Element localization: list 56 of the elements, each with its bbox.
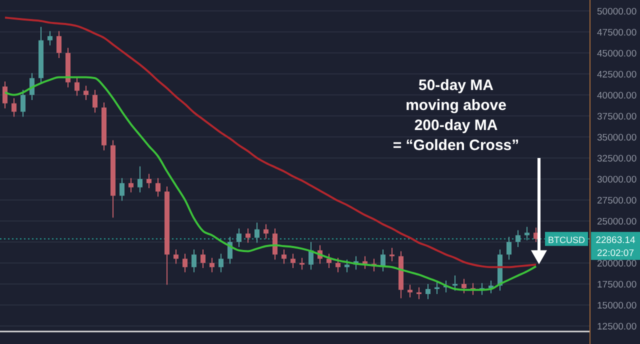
candlestick xyxy=(2,80,8,109)
candlestick xyxy=(48,30,52,46)
candlestick xyxy=(156,178,160,198)
text: 22863.14 22:02:07 xyxy=(596,234,636,259)
candlestick xyxy=(210,257,214,273)
candlestick xyxy=(524,226,530,241)
candlestick xyxy=(254,222,260,244)
candlestick xyxy=(84,85,88,100)
y-tick-label: 15000.00 xyxy=(597,300,637,312)
y-tick-label: 47500.00 xyxy=(597,27,637,38)
candlestick xyxy=(264,224,268,240)
candlestick xyxy=(20,89,26,118)
candlestick xyxy=(12,98,16,118)
candlestick xyxy=(128,178,134,193)
candlestick xyxy=(200,249,206,268)
candlestick xyxy=(488,280,494,294)
y-tick-label: 20000.00 xyxy=(597,258,637,270)
y-tick-label: 12500.00 xyxy=(597,321,637,332)
candlestick xyxy=(146,173,152,189)
candlestick xyxy=(344,259,350,273)
y-tick-label: 30000.00 xyxy=(597,174,637,186)
candlestick xyxy=(192,249,196,273)
y-tick-label: 40000.00 xyxy=(597,90,637,102)
candlestick xyxy=(138,166,142,193)
line-series xyxy=(4,76,537,291)
candlestick xyxy=(462,278,466,294)
candlestick xyxy=(380,249,386,272)
candlestick xyxy=(74,76,80,96)
candlestick xyxy=(408,284,412,298)
candlestick xyxy=(92,89,98,114)
candlestick xyxy=(336,257,340,273)
candlestick xyxy=(506,236,512,260)
candlestick xyxy=(290,253,296,268)
y-tick-label: 17500.00 xyxy=(597,279,637,290)
y-tick-label: 25000.00 xyxy=(597,216,637,228)
y-tick-label: 37500.00 xyxy=(597,111,637,122)
candlestick xyxy=(218,253,224,273)
candlestick xyxy=(120,178,124,202)
candlestick xyxy=(282,249,286,264)
candlestick xyxy=(272,228,278,260)
y-tick-label: 27500.00 xyxy=(597,195,637,206)
y-tick-label: 42500.00 xyxy=(597,69,637,80)
y-tick-label: 35000.00 xyxy=(597,132,637,144)
candlestick xyxy=(326,253,332,268)
y-tick-label: 50000.00 xyxy=(597,6,637,18)
candlestick xyxy=(516,230,520,248)
candlestick xyxy=(174,249,178,264)
y-tick-label: 32500.00 xyxy=(597,153,637,164)
ref-line-label: BTCUSD xyxy=(548,234,586,245)
candlestick xyxy=(246,228,250,244)
candlestick xyxy=(426,283,430,300)
candlestick xyxy=(182,253,188,273)
y-tick-label: 45000.00 xyxy=(597,48,637,60)
candlestick xyxy=(236,228,242,248)
candlestick xyxy=(56,30,62,58)
annotation: 50-day MA moving above 200-day MA = “Golden Cross” xyxy=(392,77,520,154)
